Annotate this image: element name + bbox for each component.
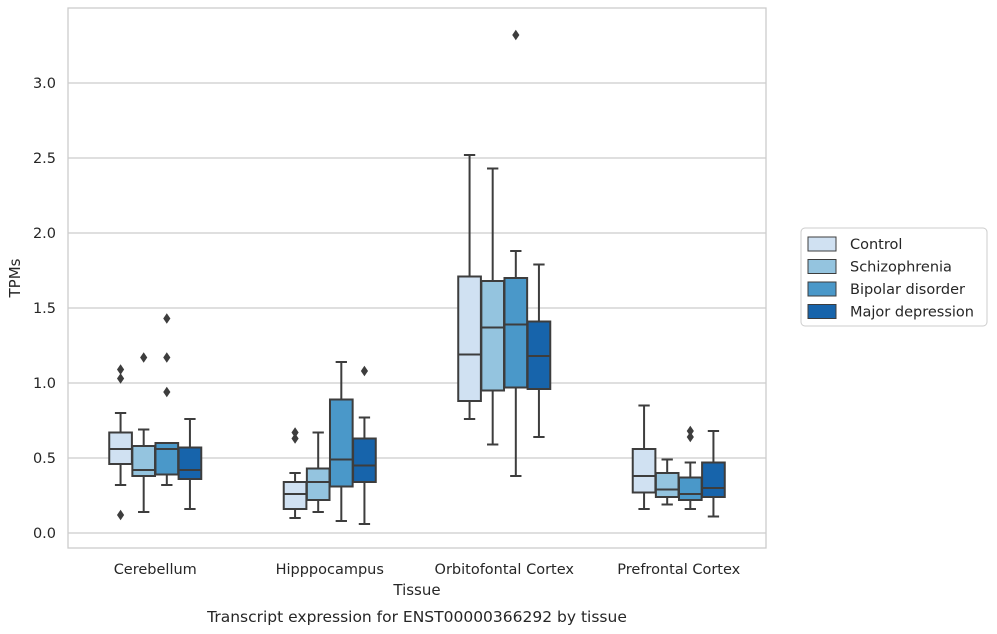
box-iqr [654, 472, 680, 498]
box-bipolar-disorder [328, 361, 354, 522]
outlier-point [116, 364, 125, 375]
box-iqr [177, 446, 203, 480]
box-major-depression [701, 430, 726, 518]
legend-swatch [807, 259, 837, 274]
box-iqr [282, 481, 308, 510]
x-tick-label: Hipppocampus [276, 562, 384, 578]
outlier-point [360, 365, 369, 377]
legend-label: Bipolar disorder [850, 282, 965, 298]
outlier-point [163, 386, 171, 398]
box-iqr [457, 275, 482, 402]
y-tick-label: 1.0 [33, 376, 56, 392]
box-schizophrenia [305, 431, 331, 513]
x-tick-labels: Cerebellum Hipppocampus Orbitofontal Corte… [114, 562, 741, 578]
x-tick-label: Orbitofontal Cortex [435, 562, 575, 578]
outlier-point [512, 29, 520, 41]
box-iqr [352, 437, 377, 483]
box-iqr [131, 445, 157, 477]
y-axis-label: TPMs [6, 258, 24, 298]
box-iqr [305, 467, 331, 501]
legend-swatch [807, 281, 837, 297]
box-iqr [503, 277, 529, 389]
outlier-point [116, 373, 125, 384]
legend-label: Control [850, 237, 902, 253]
y-tick-label: 0.0 [33, 526, 56, 542]
box-control [282, 427, 308, 519]
legend-label: Major depression [850, 305, 974, 321]
outlier-point [116, 509, 125, 521]
y-tick-label: 0.5 [33, 451, 56, 467]
box-bipolar-disorder [677, 425, 703, 510]
legend: Control Schizophrenia Bipolar disorder Majo… [800, 227, 988, 327]
y-tick-label: 2.0 [33, 226, 56, 242]
outlier-point [163, 313, 171, 324]
box-schizophrenia [654, 458, 680, 506]
box-iqr [701, 461, 726, 498]
box-control [108, 364, 133, 521]
box-major-depression [526, 263, 552, 438]
box-bipolar-disorder [154, 313, 180, 486]
y-tick-label: 2.5 [33, 151, 56, 167]
plot-area-frame [67, 7, 767, 549]
outlier-point [291, 427, 299, 438]
box-groups [108, 29, 726, 525]
chart-caption: Transcript expression for ENST0000036629… [206, 608, 627, 626]
outlier-point [686, 431, 694, 443]
x-axis-label: Tissue [392, 581, 440, 599]
box-major-depression [177, 418, 203, 510]
legend-swatch [807, 304, 837, 319]
legend-swatch [807, 236, 837, 252]
y-tick-label: 3.0 [33, 76, 56, 92]
legend-label: Schizophrenia [850, 260, 952, 276]
outlier-point [140, 352, 148, 363]
box-iqr [328, 398, 354, 488]
box-control [631, 404, 657, 510]
legend-frame [800, 227, 988, 327]
box-major-depression [352, 365, 377, 525]
box-iqr [677, 476, 703, 501]
box-iqr [631, 448, 657, 494]
x-tick-label: Cerebellum [114, 562, 197, 578]
x-tick-label: Prefrontal Cortex [617, 562, 740, 578]
box-control [457, 154, 482, 420]
box-bipolar-disorder [503, 29, 529, 477]
box-iqr [154, 442, 180, 476]
outlier-point [291, 433, 299, 444]
box-iqr [480, 280, 506, 392]
y-tick-label: 1.5 [33, 301, 56, 317]
outlier-point [163, 352, 171, 363]
box-schizophrenia [131, 352, 157, 513]
y-tick-labels: 0.0 0.5 1.0 1.5 2.0 2.5 3.0 [33, 76, 56, 542]
box-schizophrenia [480, 167, 506, 446]
outlier-point [686, 425, 694, 437]
